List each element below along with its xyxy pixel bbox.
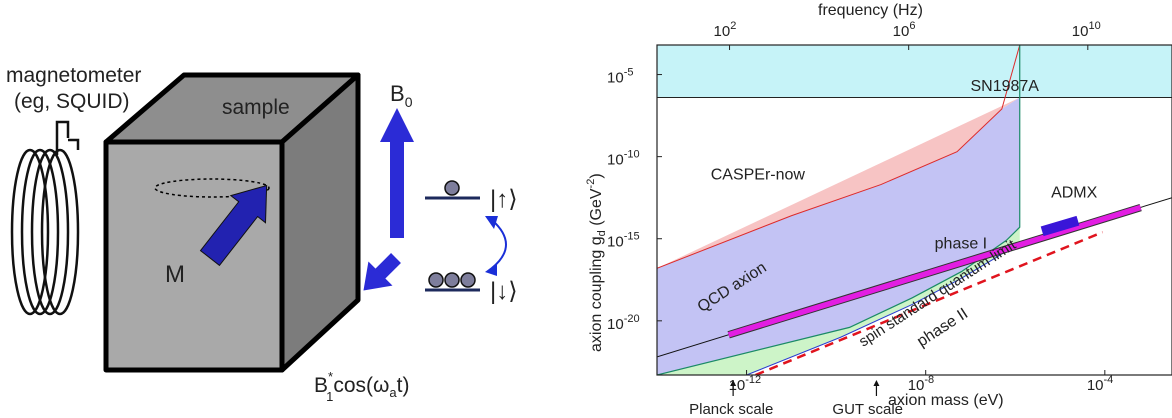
- spin-down-level: [425, 272, 480, 292]
- y-tick-label-3: 10-20: [607, 313, 640, 333]
- y-axis-title: axion coupling gd (GeV-2): [585, 173, 608, 352]
- region-casper-now: [657, 97, 1020, 269]
- magnetometer-sublabel: (eg, SQUID): [14, 90, 130, 113]
- b0-label: B0: [390, 81, 413, 110]
- y-tick-label-0: 10-5: [607, 67, 633, 87]
- region-label-0: SN1987A: [970, 78, 1039, 95]
- x-axis-title: axion mass (eV): [888, 392, 1004, 409]
- magnetometer-label: magnetometer: [6, 64, 141, 87]
- spin-down-label: |↓⟩: [490, 278, 518, 305]
- qcd-axion-band: [727, 204, 1142, 338]
- gut-marker-arrowhead: [873, 380, 880, 386]
- transition-arrow-icon: [485, 216, 507, 276]
- x-top-tick-label-0: 102: [714, 20, 737, 40]
- spin-up-level: [425, 180, 480, 200]
- squid-coil-icon: [10, 120, 80, 316]
- magnetization-arrow-icon: [199, 184, 268, 267]
- b1-arrow-icon: [363, 253, 401, 291]
- casper-now-boundary: [657, 45, 1021, 269]
- spin-sql-line: [755, 231, 1104, 375]
- gut-scale-label: GUT scale: [832, 401, 903, 418]
- x-top-axis-title: frequency (Hz): [818, 2, 923, 19]
- x-tick-label-2: 10-4: [1087, 374, 1113, 394]
- phase-1-boundary: [657, 45, 1021, 375]
- chart-lines: [657, 45, 1172, 375]
- chart-regions: [657, 45, 1172, 375]
- admx-segment: [1040, 215, 1080, 237]
- precession-orbit: [154, 178, 270, 198]
- region-sn1987a: [657, 45, 1172, 98]
- phase-2-boundary: [657, 241, 1021, 375]
- cube-front-face: [103, 139, 285, 373]
- y-tick-label-2: 10-15: [607, 231, 640, 251]
- sample-label: sample: [222, 96, 290, 119]
- spin-up-label: |↑⟩: [490, 186, 518, 213]
- x-tick-label-1: 10-8: [908, 374, 934, 394]
- region-label-2: phase I: [935, 236, 987, 253]
- planck-marker-arrowhead: [730, 380, 737, 386]
- planck-scale-label: Planck scale: [689, 401, 773, 418]
- x-top-tick-label-2: 1010: [1072, 20, 1101, 40]
- plot-frame: [656, 44, 1172, 376]
- b0-arrow-icon: [380, 108, 414, 238]
- b1-drive-label: B* 1cos(ωat): [314, 369, 409, 404]
- y-tick-label-1: 10-10: [607, 149, 640, 169]
- admx-label: ADMX: [1051, 185, 1098, 202]
- region-phase-1: [657, 97, 1020, 375]
- region-label-1: CASPEr-now: [711, 167, 806, 184]
- x-top-tick-label-1: 106: [893, 20, 916, 40]
- schematic-panel: magnetometer (eg, SQUID) sample M: [6, 64, 518, 404]
- magnetization-label: M: [165, 261, 185, 288]
